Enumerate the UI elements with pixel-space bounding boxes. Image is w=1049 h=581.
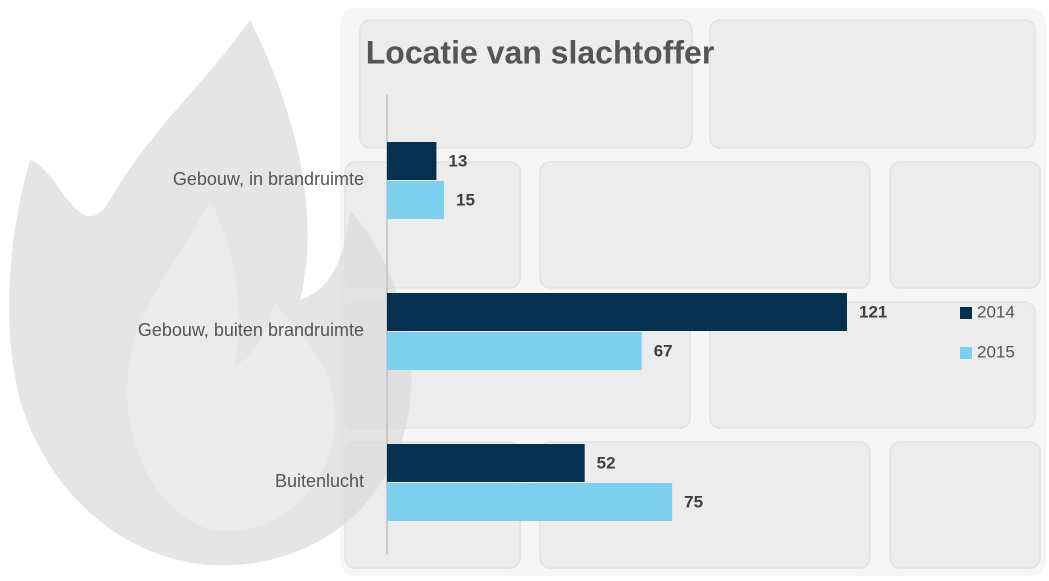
chart: Locatie van slachtoffer Gebouw, in brand… — [0, 0, 1049, 581]
bar — [387, 293, 847, 331]
value-label: 52 — [597, 453, 616, 472]
category-label: Gebouw, buiten brandruimte — [138, 320, 364, 340]
value-label: 75 — [684, 492, 703, 511]
value-label: 121 — [859, 302, 887, 321]
legend-swatch — [960, 307, 972, 319]
legend-swatch — [960, 347, 972, 359]
bar — [387, 181, 444, 219]
bar — [387, 332, 642, 370]
bar — [387, 483, 672, 521]
bar — [387, 444, 585, 482]
legend-label: 2014 — [977, 302, 1015, 321]
value-label: 15 — [456, 190, 475, 209]
legend-label: 2015 — [977, 342, 1015, 361]
category-label: Buitenlucht — [275, 471, 364, 491]
value-label: 13 — [448, 151, 467, 170]
bar — [387, 142, 436, 180]
value-label: 67 — [654, 341, 673, 360]
category-label: Gebouw, in brandruimte — [173, 169, 364, 189]
chart-title: Locatie van slachtoffer — [366, 34, 715, 70]
